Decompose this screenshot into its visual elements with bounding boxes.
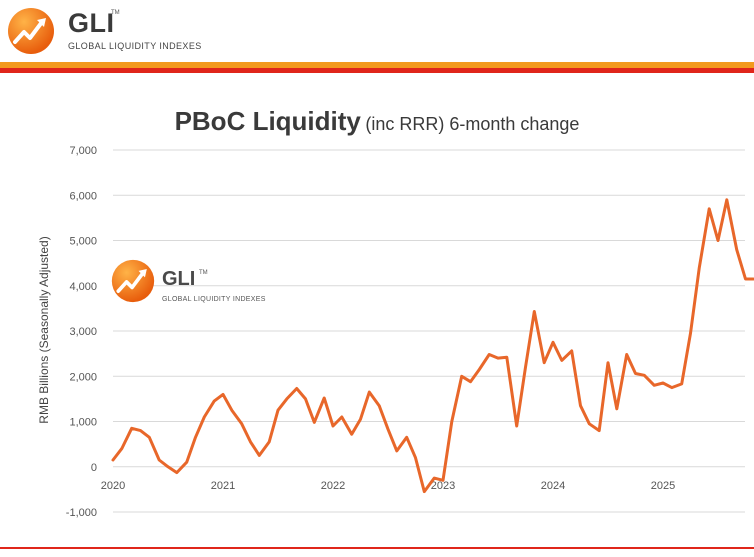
chart-subtitle: (inc RRR) 6-month change bbox=[365, 114, 580, 134]
x-tick-label: 2023 bbox=[431, 480, 455, 492]
y-tick-label: -1,000 bbox=[66, 507, 97, 519]
y-tick-label: 7,000 bbox=[69, 145, 97, 157]
x-tick-label: 2024 bbox=[541, 480, 565, 492]
chart-title: PBoC Liquidity (inc RRR) 6-month change bbox=[0, 106, 754, 137]
logo-text: GLI bbox=[68, 8, 115, 38]
y-tick-label: 2,000 bbox=[69, 371, 97, 383]
y-tick-labels: 7,000 6,000 5,000 4,000 3,000 2,000 1,000 0 -1,0… bbox=[66, 145, 97, 519]
y-tick-label: 0 bbox=[91, 462, 97, 474]
watermark-logo-icon bbox=[111, 259, 155, 303]
gli-logo-icon bbox=[8, 8, 54, 54]
header: GLI TM GLOBAL LIQUIDITY INDEXES bbox=[0, 0, 754, 62]
y-tick-label: 3,000 bbox=[69, 326, 97, 338]
footer-line bbox=[0, 547, 754, 549]
logo-trademark: TM bbox=[111, 10, 120, 16]
y-tick-label: 6,000 bbox=[69, 190, 97, 202]
grid-lines bbox=[113, 149, 745, 513]
watermark-subtitle: GLOBAL LIQUIDITY INDEXES bbox=[162, 296, 266, 303]
y-tick-label: 5,000 bbox=[69, 236, 97, 248]
x-tick-label: 2020 bbox=[101, 480, 125, 492]
x-tick-label: 2025 bbox=[651, 480, 675, 492]
x-tick-label: 2022 bbox=[321, 480, 345, 492]
series-line bbox=[111, 198, 754, 494]
header-band-orange bbox=[0, 62, 754, 68]
watermark-trademark: TM bbox=[199, 270, 208, 276]
y-tick-label: 4,000 bbox=[69, 281, 97, 293]
header-band-red bbox=[0, 68, 754, 73]
watermark-logo-text: GLI bbox=[162, 268, 196, 290]
y-tick-label: 1,000 bbox=[69, 417, 97, 429]
x-tick-label: 2021 bbox=[211, 480, 235, 492]
series-layer bbox=[111, 198, 754, 494]
chart-title-main: PBoC Liquidity bbox=[174, 106, 361, 136]
x-tick-labels: 2020 2021 2022 2023 2024 2025 bbox=[101, 480, 675, 492]
logo-subtitle: GLOBAL LIQUIDITY INDEXES bbox=[68, 41, 202, 51]
